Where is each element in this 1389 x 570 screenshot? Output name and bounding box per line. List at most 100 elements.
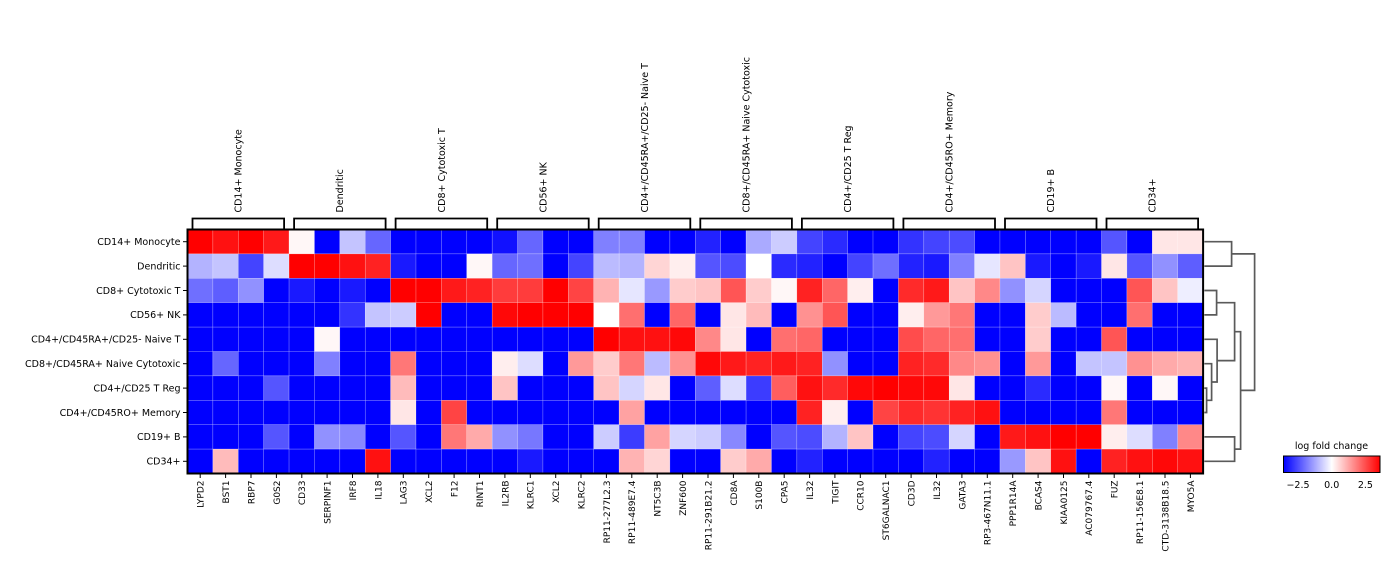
heatmap-cell xyxy=(618,351,645,377)
heatmap-cell xyxy=(441,375,468,401)
heatmap-cell xyxy=(288,424,315,450)
heatmap-cell xyxy=(593,253,620,279)
heatmap-cell xyxy=(466,253,493,279)
row-label: CD4+/CD45RA+/CD25- Naive T xyxy=(31,335,181,346)
heatmap-cell xyxy=(923,375,950,401)
heatmap-cell xyxy=(288,326,315,352)
row-label: CD8+ Cytotoxic T xyxy=(96,286,181,297)
heatmap-cell xyxy=(187,448,214,474)
row-labels: CD14+ Monocyte Dendritic CD8+ Cytotoxic T C… xyxy=(25,237,188,468)
column-group-brackets xyxy=(191,217,1199,230)
heatmap-cell xyxy=(339,278,366,303)
heatmap-cell xyxy=(796,351,823,377)
heatmap-cell xyxy=(263,278,290,303)
heatmap-cell xyxy=(415,400,442,425)
heatmap-cell xyxy=(1075,302,1102,328)
heatmap-cell xyxy=(847,326,874,352)
heatmap-cell xyxy=(644,302,671,328)
heatmap-cell xyxy=(720,448,747,474)
heatmap-cell xyxy=(415,326,442,352)
heatmap-cell xyxy=(1126,302,1153,328)
heatmap-cell xyxy=(288,448,315,474)
heatmap-cell xyxy=(618,229,645,255)
heatmap-cell xyxy=(669,424,696,450)
heatmap-cell xyxy=(364,351,391,377)
heatmap-cell xyxy=(822,375,848,401)
heatmap-cell xyxy=(1101,302,1128,328)
heatmap-cell xyxy=(847,278,874,303)
heatmap-cell xyxy=(847,424,874,450)
dendrogram-link xyxy=(1204,338,1218,383)
heatmap-cell xyxy=(720,278,747,303)
heatmap-cell xyxy=(771,375,798,401)
heatmap-cell xyxy=(618,424,645,450)
heatmap-cell xyxy=(1152,326,1178,352)
heatmap-cell xyxy=(339,424,366,450)
heatmap-cell xyxy=(822,229,848,255)
heatmap-cell xyxy=(847,400,874,425)
heatmap-cell xyxy=(517,375,544,401)
heatmap-cell xyxy=(187,278,214,303)
heatmap-cell xyxy=(974,424,1001,450)
heatmap-cell xyxy=(948,326,975,352)
group-label: CD8+/CD45RA+ Naive Cytotoxic xyxy=(742,57,753,212)
heatmap-cell xyxy=(898,351,925,377)
column-label: IL32 xyxy=(933,481,943,500)
heatmap-cell xyxy=(568,326,594,352)
heatmap-cell xyxy=(263,424,290,450)
heatmap-cell xyxy=(1152,351,1178,377)
row-dendrogram xyxy=(1204,240,1256,463)
heatmap-cell xyxy=(618,400,645,425)
heatmap-cell xyxy=(263,375,290,401)
heatmap-cell xyxy=(390,229,417,255)
heatmap-cell xyxy=(466,229,493,255)
heatmap-cell xyxy=(212,400,239,425)
heatmap-cell xyxy=(1152,424,1178,450)
heatmap-cell xyxy=(1025,229,1052,255)
heatmap-cell xyxy=(948,229,975,255)
heatmap-cell xyxy=(314,253,341,279)
column-label: RP11-277L2.3 xyxy=(603,481,613,544)
heatmap-cell xyxy=(263,326,290,352)
heatmap-cell xyxy=(644,375,671,401)
heatmap-cells xyxy=(187,229,1204,474)
heatmap-cell xyxy=(923,326,950,352)
heatmap-cell xyxy=(212,351,239,377)
heatmap-cell xyxy=(466,448,493,474)
heatmap-cell xyxy=(644,253,671,279)
heatmap-cell xyxy=(745,326,772,352)
heatmap-cell xyxy=(1126,229,1153,255)
heatmap-cell xyxy=(948,375,975,401)
heatmap-cell xyxy=(974,448,1001,474)
heatmap-cell xyxy=(618,302,645,328)
heatmap-cell xyxy=(288,375,315,401)
dendrogram-link xyxy=(1204,436,1236,463)
heatmap-outline xyxy=(186,228,1205,475)
group-label: CD14+ Monocyte xyxy=(234,129,245,212)
heatmap-cell xyxy=(999,375,1026,401)
heatmap-cell xyxy=(593,302,620,328)
heatmap-cell xyxy=(1050,278,1077,303)
heatmap-cell xyxy=(796,229,823,255)
heatmap-cell xyxy=(466,351,493,377)
heatmap-cell xyxy=(1050,302,1077,328)
heatmap-cell xyxy=(822,253,848,279)
heatmap-cell xyxy=(1075,351,1102,377)
heatmap-cell xyxy=(415,278,442,303)
heatmap-cell xyxy=(1177,351,1204,377)
heatmap-cell xyxy=(669,326,696,352)
heatmap-cell xyxy=(441,400,468,425)
heatmap-cell xyxy=(745,351,772,377)
heatmap-cell xyxy=(491,351,518,377)
heatmap-cell xyxy=(720,253,747,279)
column-label: F12 xyxy=(451,481,461,498)
heatmap-cell xyxy=(1101,229,1128,255)
heatmap-cell xyxy=(364,448,391,474)
heatmap-cell xyxy=(1126,326,1153,352)
group-bracket xyxy=(801,217,895,230)
heatmap-cell xyxy=(593,375,620,401)
group-bracket xyxy=(1105,217,1199,230)
colorbar: log fold change −2.5 0.0 2.5 xyxy=(1283,441,1381,491)
heatmap-cell xyxy=(593,448,620,474)
